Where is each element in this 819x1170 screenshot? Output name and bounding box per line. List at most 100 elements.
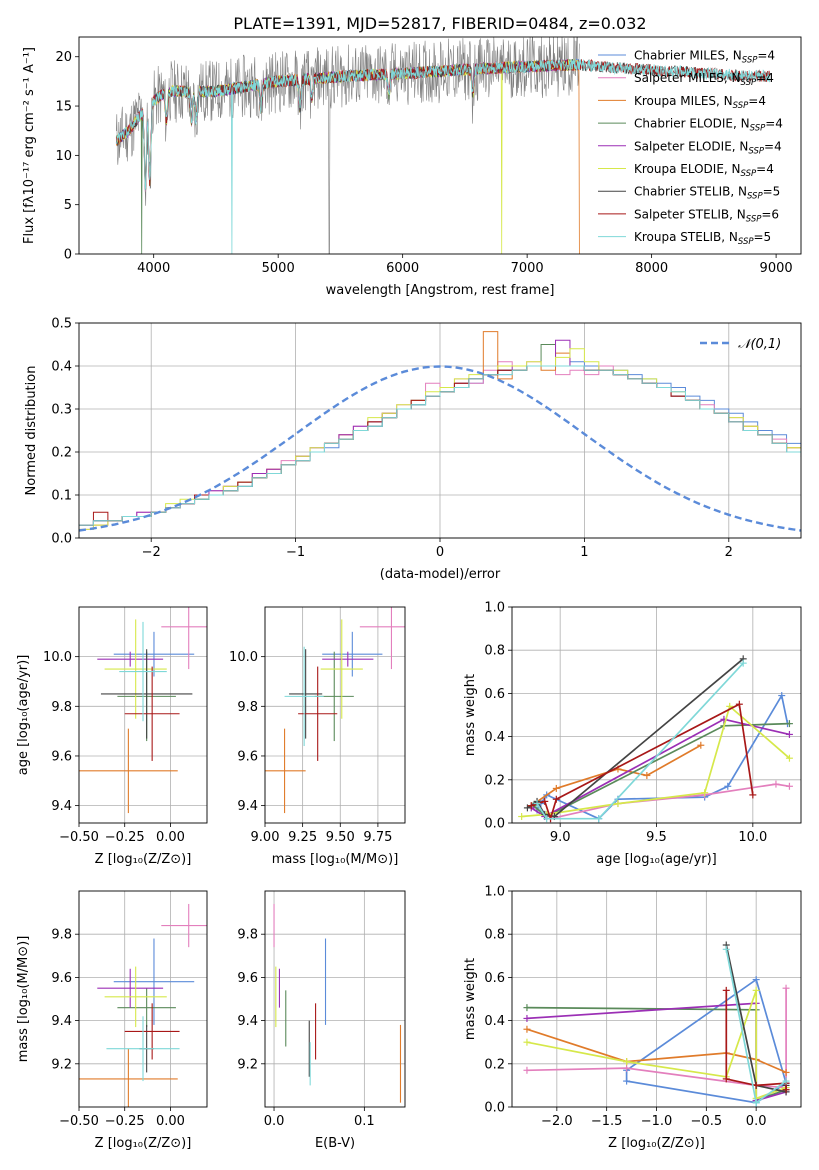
residuals-xlabel: (data-model)/error bbox=[380, 567, 501, 582]
mass_vs_ebv-xtick-label: 0.0 bbox=[264, 1114, 285, 1129]
age_vs_mass-ytick-label: 10.0 bbox=[229, 650, 258, 665]
mass_vs_ebv-xlabel: E(B-V) bbox=[315, 1136, 355, 1151]
observed-spectrum-line bbox=[116, 37, 580, 254]
mass_vs_Z-xlabel: Z [log₁₀(Z/Z⊙)] bbox=[95, 1136, 192, 1151]
weight_vs_age-ylabel: mass weight bbox=[463, 674, 478, 756]
age_vs_Z-ytick-label: 9.8 bbox=[51, 700, 72, 715]
spectrum-ytick-label: 15 bbox=[55, 100, 72, 115]
spectrum-frame bbox=[78, 36, 802, 255]
weight-marker bbox=[533, 800, 541, 808]
weight-marker bbox=[614, 800, 622, 808]
legend-entry-name: Salpeter STELIB, N bbox=[634, 207, 746, 221]
age_vs_Z-ylabel: age [log₁₀(age/yr)] bbox=[16, 655, 31, 776]
residuals-frame bbox=[78, 322, 802, 539]
weight-marker bbox=[722, 1075, 730, 1083]
spectrum-xtick-label: 6000 bbox=[386, 261, 419, 276]
model-spectrum-kroupa-stelib bbox=[115, 59, 770, 254]
weight_vs_age-ytick-label: 0.4 bbox=[484, 730, 505, 745]
weight-marker bbox=[782, 1068, 790, 1076]
weight-marker bbox=[523, 1025, 531, 1033]
residuals-xtick-label: 2 bbox=[725, 545, 733, 560]
weight-line-kroupa-elodie bbox=[526, 990, 787, 1100]
spectrum-xlabel: wavelength [Angstrom, rest frame] bbox=[326, 283, 555, 298]
spectrum-xtick-label: 4000 bbox=[137, 261, 170, 276]
legend-entry-sub: SSP bbox=[733, 101, 749, 111]
age_vs_mass-ytick-label: 9.6 bbox=[237, 749, 258, 764]
mass_vs_Z-points bbox=[79, 903, 207, 1107]
age_vs_Z-ytick-label: 9.4 bbox=[51, 799, 72, 814]
weight-marker bbox=[782, 1077, 790, 1085]
spectrum-xtick-label: 8000 bbox=[635, 261, 668, 276]
mass_vs_Z-xtick-label: 0.00 bbox=[156, 1114, 185, 1129]
weight-marker bbox=[752, 1099, 760, 1107]
weight-marker bbox=[735, 700, 743, 708]
weight_vs_Z-xtick-label: −0.5 bbox=[691, 1114, 723, 1129]
weight-marker bbox=[724, 782, 732, 790]
age_vs_Z-xtick-label: −0.50 bbox=[59, 830, 99, 845]
mass_vs_Z-ytick-label: 9.8 bbox=[51, 928, 72, 943]
mass_vs_Z-ytick-label: 9.2 bbox=[51, 1057, 72, 1072]
weight-marker bbox=[552, 784, 560, 792]
weight-marker bbox=[752, 976, 760, 984]
legend-entry: Chabrier STELIB, NSSP=5 bbox=[634, 185, 780, 202]
normal-legend-label: 𝒩(0,1) bbox=[738, 337, 781, 352]
mass_vs_ebv-ytick-label: 9.2 bbox=[237, 1057, 258, 1072]
figure-title: PLATE=1391, MJD=52817, FIBERID=0484, z=0… bbox=[233, 14, 646, 33]
weight-marker bbox=[541, 797, 549, 805]
age_vs_Z-xtick-label: 0.00 bbox=[156, 830, 185, 845]
plots-group: 4000 5000 6000 7000 8000 900005101520waveleng… bbox=[16, 36, 802, 1151]
mass_vs_ebv-ytick-label: 9.8 bbox=[237, 928, 258, 943]
mass_vs_Z-xtick-label: −0.25 bbox=[105, 1114, 145, 1129]
legend-entry-count: =4 bbox=[748, 94, 766, 108]
weight-marker bbox=[623, 1058, 631, 1066]
legend-entry-name: Chabrier STELIB, N bbox=[634, 185, 747, 199]
residuals-ytick-label: 0.3 bbox=[51, 403, 72, 418]
spectrum-ytick-label: 5 bbox=[64, 198, 72, 213]
age_vs_Z-xtick-label: −0.25 bbox=[105, 830, 145, 845]
legend-entry-count: =4 bbox=[765, 117, 783, 131]
legend-entry-count: =5 bbox=[763, 185, 781, 199]
weight-marker bbox=[552, 795, 560, 803]
weight_vs_Z-ytick-label: 0.0 bbox=[484, 1101, 505, 1116]
mass_vs_ebv-xtick-label: 0.1 bbox=[354, 1114, 375, 1129]
legend-entry-sub: SSP bbox=[746, 214, 762, 224]
legend-entry-sub: SSP bbox=[742, 56, 758, 66]
residuals-ytick-label: 0.5 bbox=[51, 317, 72, 332]
weight-marker bbox=[782, 1086, 790, 1094]
weight-marker bbox=[518, 813, 526, 821]
weight-marker bbox=[595, 815, 603, 823]
mass_vs_ebv-ytick-label: 9.6 bbox=[237, 971, 258, 986]
age_vs_mass-ytick-label: 9.4 bbox=[237, 799, 258, 814]
legend-entry-sub: SSP bbox=[750, 124, 766, 134]
histogram-group bbox=[79, 331, 801, 538]
weight-line-salpeter-elodie bbox=[530, 718, 790, 818]
weight-marker bbox=[543, 815, 551, 823]
age_vs_mass-xtick-label: 9.00 bbox=[251, 830, 280, 845]
age_vs_mass-axes: 9.00 9.25 9.50 9.75 9.4 9.6 9.8 10.0 mass [log₁₀… bbox=[229, 607, 405, 867]
legend-entry-sub: SSP bbox=[738, 237, 754, 247]
mass_vs_Z-frame bbox=[78, 890, 208, 1108]
weight_vs_age-ytick-label: 1.0 bbox=[484, 601, 505, 616]
weight-line-kroupa-stelib bbox=[536, 662, 744, 820]
weight-marker bbox=[523, 804, 531, 812]
age_vs_mass-xtick-label: 9.25 bbox=[288, 830, 317, 845]
mass_vs_Z-axes: −0.50 −0.25 0.00 9.2 9.4 9.6 9.8 Z [log₁₀(Z/Z⊙)… bbox=[16, 891, 207, 1151]
weight_vs_Z-xlabel: Z [log₁₀(Z/Z⊙)] bbox=[608, 1136, 705, 1151]
weight_vs_age-xtick-label: 9.0 bbox=[550, 830, 571, 845]
spectrum-xtick-label: 5000 bbox=[262, 261, 295, 276]
age_vs_Z-ytick-label: 9.6 bbox=[51, 749, 72, 764]
mass_vs_Z-ylabel: mass [log₁₀(M/M⊙)] bbox=[16, 936, 31, 1063]
residuals-ytick-label: 0.2 bbox=[51, 446, 72, 461]
age_vs_mass-points bbox=[265, 607, 405, 814]
weight_vs_Z-ytick-label: 1.0 bbox=[484, 885, 505, 900]
legend-entry: Salpeter STELIB, NSSP=6 bbox=[634, 207, 779, 224]
legend-entry: Chabrier MILES, NSSP=4 bbox=[634, 49, 775, 66]
weight_vs_age-ytick-label: 0.8 bbox=[484, 644, 505, 659]
legend-entry-count: =4 bbox=[764, 139, 782, 153]
weight_vs_age-ytick-label: 0.0 bbox=[484, 817, 505, 832]
weight-marker bbox=[697, 741, 705, 749]
weight-marker bbox=[523, 1038, 531, 1046]
age_vs_mass-xtick-label: 9.50 bbox=[326, 830, 355, 845]
weight-marker bbox=[752, 986, 760, 994]
legend-entry-name: Kroupa ELODIE, N bbox=[634, 162, 741, 176]
